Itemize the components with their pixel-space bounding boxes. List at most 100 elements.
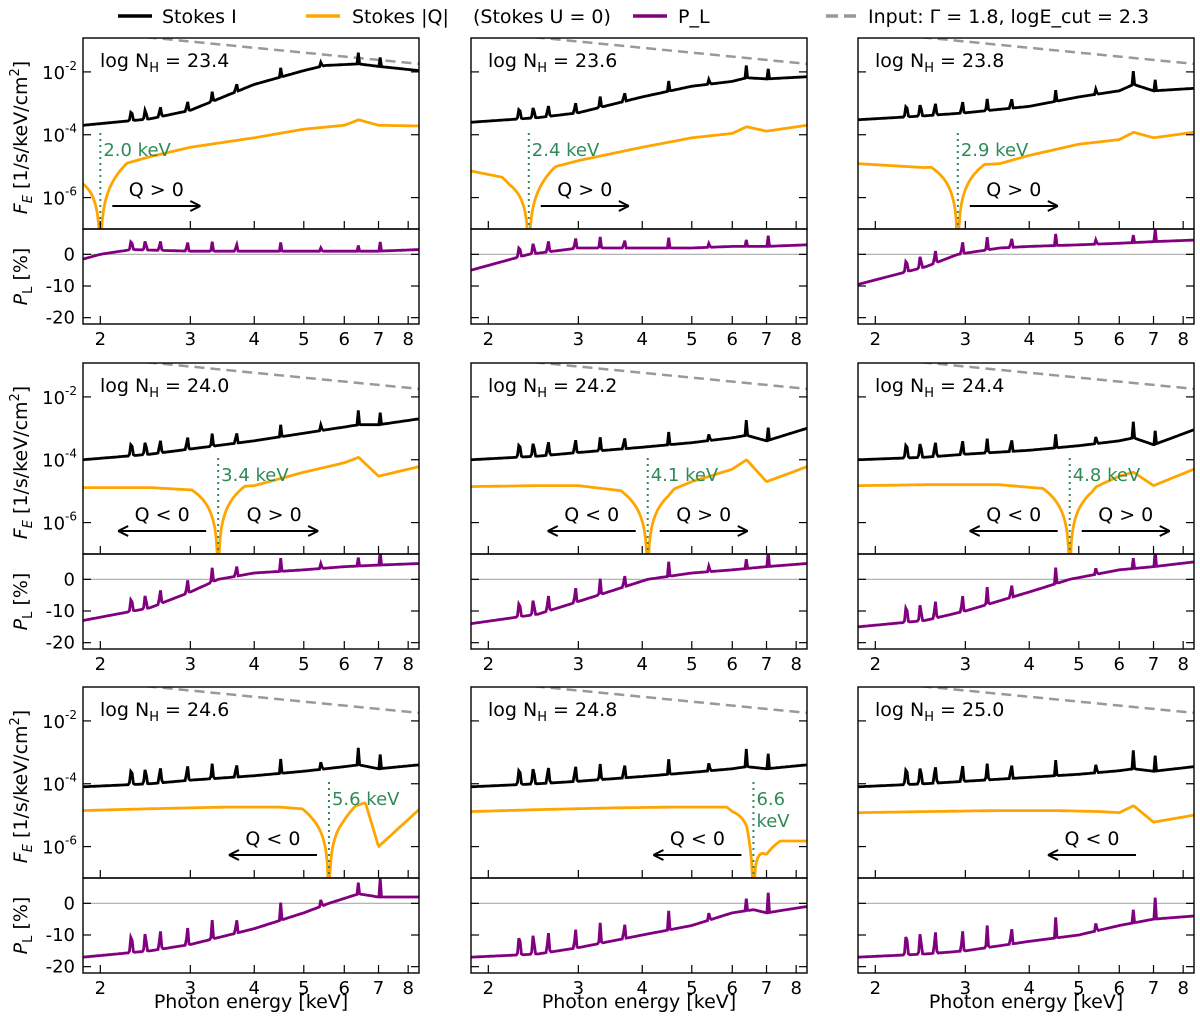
x-tick-label: 2 [95,329,106,350]
stokes-i-line [858,421,1194,462]
x-tick-label: 5 [298,329,309,350]
x-tick-label: 3 [960,654,971,675]
pl-curves [858,229,1194,286]
arrow-label: Q > 0 [247,504,302,526]
spectrum-curves [83,38,419,229]
x-tick-label: 3 [185,329,196,350]
x-tick-label: 8 [790,654,801,675]
y-tick-label: 0 [64,569,75,590]
panel-label: log NH = 24.4 [875,375,1004,401]
pl-axes [470,877,808,974]
spectrum-curves [471,363,807,554]
x-tick-label: 6 [339,329,350,350]
pl-curves [83,554,419,622]
arrow-label: Q < 0 [1064,828,1119,850]
panel-label: log NH = 25.0 [875,699,1004,725]
arrow-label: Q < 0 [135,504,190,526]
pl-line [83,239,419,261]
x-tick-label: 4 [249,978,260,999]
y-tick-label: -10 [46,925,75,946]
arrow-q-positive: Q > 0 [969,179,1059,212]
x-tick-label: 2 [870,654,881,675]
x-tick-label: 3 [185,654,196,675]
x-tick-label: 5 [1073,978,1084,999]
input-model-line [141,38,419,66]
zero-energy-label: 4.1 keV [651,465,719,486]
stokes-q-line [83,455,419,554]
panel-label: log NH = 24.8 [488,699,617,725]
pl-axes [82,228,420,325]
spectrum-curves [83,363,419,554]
y-axis-label-top: FE [1/s/keV/cm2] [8,710,36,863]
input-model-line [916,38,1194,66]
x-tick-label: 8 [1177,654,1188,675]
x-tick-label: 7 [1148,329,1159,350]
arrow-q-positive: Q > 0 [659,504,749,537]
x-tick-label: 5 [686,978,697,999]
x-tick-label: 6 [1114,978,1125,999]
x-tick-label: 6 [727,978,738,999]
x-tick-label: 5 [686,329,697,350]
x-tick-label: 5 [686,654,697,675]
input-model-line [916,363,1194,391]
zero-energy-label: keV [756,811,790,832]
x-tick-label: 2 [483,329,494,350]
x-tick-label: 8 [790,978,801,999]
y-tick-label: -10 [46,276,75,297]
stokes-i-line [858,70,1194,122]
x-tick-label: 6 [1114,329,1125,350]
y-axis-label-top: FE [1/s/keV/cm2] [8,61,36,214]
y-tick-label: 10-6 [42,834,77,859]
panel-label: log NH = 24.0 [100,375,229,401]
arrow-q-negative: Q < 0 [117,504,207,537]
arrow-q-negative: Q < 0 [652,828,742,861]
arrow-label: Q < 0 [564,504,619,526]
stokes-i-line [471,419,807,462]
arrow-label: Q < 0 [670,828,725,850]
spectrum-curves [471,687,807,878]
x-tick-label: 5 [298,978,309,999]
pl-line [83,878,419,959]
legend-label-stokes-i: Stokes I [162,6,237,28]
x-tick-label: 2 [95,978,106,999]
pl-axes [82,553,420,650]
spectrum-curves [471,38,807,229]
y-axis-label-bottom: PL [%] [10,573,36,631]
pl-axes [470,228,808,325]
x-axis-label: Photon energy [keV] [154,991,348,1013]
legend-label-stokes-u: (Stokes U = 0) [473,6,611,28]
panel-3: 2.9 keV Q > 0 log NH = 23.8 2 3 4 5 6 7 8 [857,37,1195,350]
x-tick-label: 7 [373,654,384,675]
pl-curves [471,554,807,626]
arrow-q-positive: Q > 0 [1081,504,1171,537]
x-tick-label: 2 [870,978,881,999]
y-tick-label: -20 [46,633,75,654]
x-tick-label: 8 [402,329,413,350]
panel-2: 2.4 keV Q > 0 log NH = 23.6 2 3 4 5 6 7 8 [470,37,808,350]
x-tick-label: 5 [1073,329,1084,350]
arrow-label: Q > 0 [676,504,731,526]
zero-energy-label: 2.4 keV [532,140,600,161]
x-tick-label: 4 [637,654,648,675]
panel-label: log NH = 23.6 [488,50,617,76]
pl-axes [82,877,420,974]
zero-energy-label: 6.6 [756,789,785,810]
spectrum-curves [83,687,419,878]
pl-curves [471,235,807,272]
x-tick-label: 4 [249,654,260,675]
spectrum-curves [858,363,1194,554]
y-tick-label: 10-4 [42,122,77,147]
input-model-line [141,687,419,715]
x-tick-label: 3 [185,978,196,999]
pl-curves [471,892,807,959]
pl-line [858,554,1194,629]
x-tick-label: 6 [339,978,350,999]
pl-line [83,554,419,622]
x-tick-label: 2 [95,654,106,675]
x-tick-label: 2 [870,329,881,350]
stokes-q-line [471,123,807,229]
x-tick-label: 6 [339,654,350,675]
x-tick-label: 8 [790,329,801,350]
pl-line [471,892,807,959]
